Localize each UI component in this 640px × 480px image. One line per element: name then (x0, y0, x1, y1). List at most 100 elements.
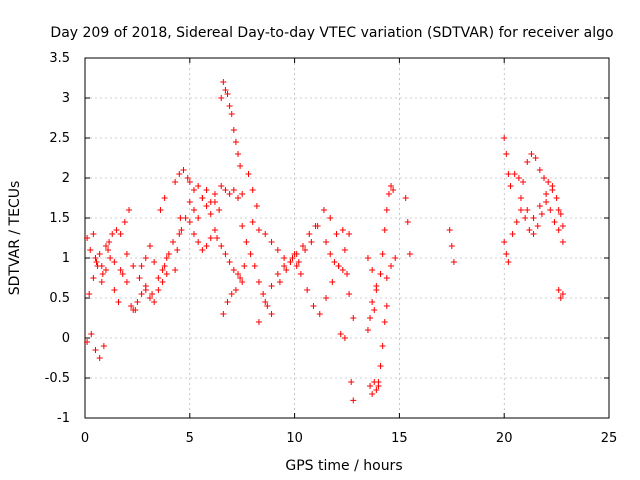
data-point-marker (138, 263, 145, 269)
data-point-marker (522, 215, 529, 221)
data-point-marker (528, 151, 535, 157)
data-point-marker (130, 263, 137, 269)
x-tick-label: 5 (186, 431, 194, 446)
data-point-marker (559, 223, 566, 229)
x-tick-label: 0 (81, 431, 89, 446)
data-point-marker (323, 295, 330, 301)
data-point-marker (268, 239, 275, 245)
data-point-marker (149, 291, 156, 297)
data-point-marker (541, 175, 548, 181)
data-point-marker (404, 219, 411, 225)
data-point-marker (235, 195, 242, 201)
data-point-marker (136, 275, 143, 281)
data-point-marker (146, 295, 153, 301)
data-point-marker (214, 235, 221, 241)
data-point-marker (532, 155, 539, 161)
chart-title: Day 209 of 2018, Sidereal Day-to-day VTE… (50, 25, 613, 41)
data-point-marker (86, 291, 93, 297)
data-point-marker (293, 263, 300, 269)
data-point-marker (526, 227, 533, 233)
data-point-marker (99, 271, 106, 277)
data-point-marker (155, 287, 162, 293)
data-point-marker (88, 331, 95, 337)
data-point-marker (155, 275, 162, 281)
data-point-marker (176, 231, 183, 237)
data-point-marker (299, 243, 306, 249)
x-tick-label: 25 (601, 431, 618, 446)
data-point-marker (264, 303, 271, 309)
data-point-marker (281, 263, 288, 269)
data-point-marker (377, 271, 384, 277)
data-point-marker (111, 287, 118, 293)
data-point-marker (176, 171, 183, 177)
data-point-marker (555, 227, 562, 233)
data-point-marker (90, 275, 97, 281)
data-point-marker (251, 263, 258, 269)
data-point-marker (203, 187, 210, 193)
data-point-marker (262, 299, 269, 305)
data-point-marker (138, 291, 145, 297)
data-point-marker (383, 275, 390, 281)
data-point-marker (253, 203, 260, 209)
data-point-marker (190, 231, 197, 237)
data-point-marker (220, 311, 227, 317)
data-point-marker (207, 199, 214, 205)
data-point-marker (369, 267, 376, 273)
y-tick-label: 3 (62, 91, 70, 106)
data-point-marker (157, 207, 164, 213)
data-point-marker (385, 191, 392, 197)
data-point-marker (180, 167, 187, 173)
data-point-marker (230, 267, 237, 273)
y-tick-label: 1.5 (49, 211, 70, 226)
data-point-marker (262, 231, 269, 237)
data-point-marker (306, 231, 313, 237)
data-point-marker (448, 243, 455, 249)
data-point-marker (195, 183, 202, 189)
grid-lines (85, 58, 609, 418)
data-point-marker (172, 179, 179, 185)
data-point-marker (218, 95, 225, 101)
x-axis-ticks: 0 5 10 15 20 25 (81, 58, 617, 446)
data-point-marker (367, 315, 374, 321)
data-point-marker (218, 183, 225, 189)
data-point-marker (302, 247, 309, 253)
data-point-marker (117, 267, 124, 273)
data-point-marker (379, 251, 386, 257)
data-point-marker (106, 239, 113, 245)
data-point-marker (142, 287, 149, 293)
data-point-marker (295, 259, 302, 265)
data-point-marker (163, 271, 170, 277)
data-point-marker (320, 207, 327, 213)
data-point-marker (235, 271, 242, 277)
data-point-marker (331, 259, 338, 265)
data-point-marker (373, 387, 380, 393)
data-point-marker (178, 227, 185, 233)
data-point-marker (115, 299, 122, 305)
data-point-marker (249, 219, 256, 225)
x-axis-label: GPS time / hours (285, 458, 402, 474)
data-point-marker (151, 299, 158, 305)
data-point-marker (383, 303, 390, 309)
data-point-marker (289, 255, 296, 261)
data-point-marker (314, 223, 321, 229)
data-point-marker (190, 207, 197, 213)
data-point-marker (549, 183, 556, 189)
data-point-marker (224, 91, 231, 97)
data-point-marker (507, 183, 514, 189)
data-point-marker (93, 259, 100, 265)
data-point-marker (186, 219, 193, 225)
data-point-marker (543, 191, 550, 197)
data-point-marker (323, 239, 330, 245)
data-point-marker (402, 195, 409, 201)
data-point-marker (450, 259, 457, 265)
data-point-marker (224, 299, 231, 305)
data-point-marker (128, 303, 135, 309)
data-point-marker (92, 347, 99, 353)
data-point-marker (388, 183, 395, 189)
y-axis-label: SDTVAR / TECUs (7, 181, 23, 296)
data-point-marker (339, 267, 346, 273)
data-point-marker (547, 207, 554, 213)
data-point-marker (100, 343, 107, 349)
y-tick-label: 2 (62, 171, 70, 186)
data-point-marker (555, 207, 562, 213)
